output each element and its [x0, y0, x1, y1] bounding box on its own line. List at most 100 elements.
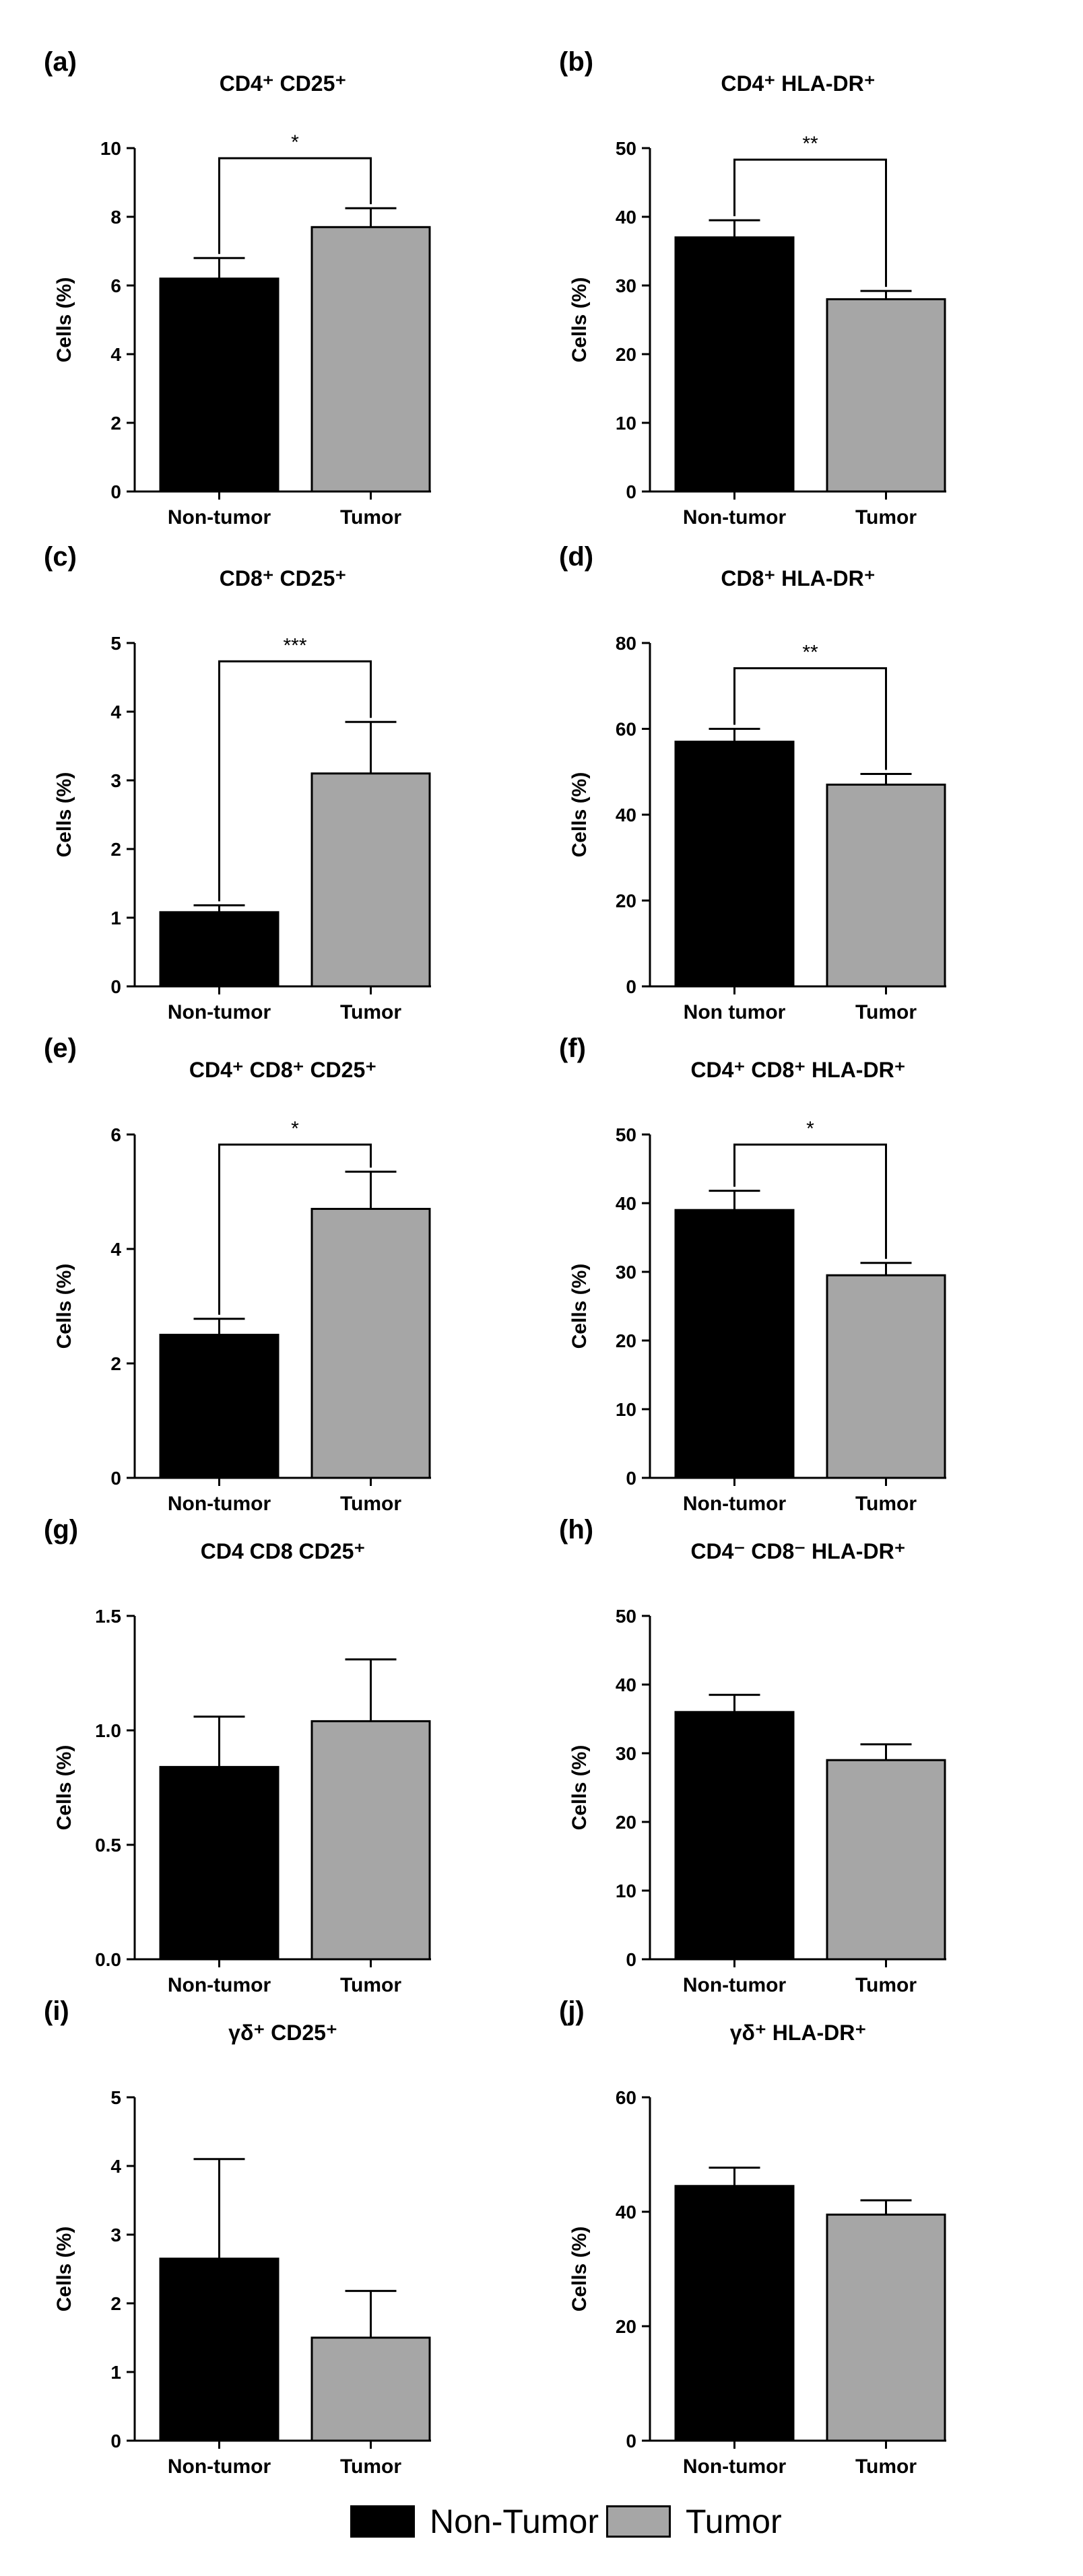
chart-title-h: CD4⁻ CD8⁻ HLA-DR⁺: [690, 1539, 905, 1563]
panel-label-e: (e): [44, 1033, 77, 1063]
x-tick-label-e-0: Non-tumor: [168, 1493, 271, 1515]
chart-panel-i: (i) γδ⁺ CD25⁺ Cells (%) 0 1 2 3 4 5 Non-tumor Tumo…: [44, 1996, 431, 2478]
y-tick-label-h-2: 20: [616, 1812, 636, 1833]
y-tick-label-i-1: 1: [110, 2362, 121, 2383]
x-tick-label-g-0: Non-tumor: [168, 1974, 271, 1996]
significance-bracket-b: [733, 158, 887, 287]
y-tick-label-c-1: 1: [110, 908, 121, 928]
y-tick-label-i-5: 5: [110, 2087, 121, 2108]
bar-d-0: [674, 741, 795, 988]
y-tick-label-f-0: 0: [626, 1468, 636, 1489]
y-tick-label-d-2: 40: [616, 805, 636, 825]
bar-i-1: [310, 2336, 431, 2442]
chart-panel-d: (d) CD8⁺ HLA-DR⁺ Cells (%) 0 20 40 60 80 Non tum…: [559, 542, 946, 1023]
x-tick-label-c-1: Tumor: [340, 1001, 401, 1023]
panel-label-d: (d): [559, 542, 593, 572]
y-tick-label-j-2: 40: [616, 2202, 636, 2223]
significance-label-d: **: [802, 642, 818, 664]
y-axis-label-e: Cells (%): [53, 1264, 75, 1349]
panel-label-f: (f): [559, 1033, 586, 1063]
x-tick-label-e-1: Tumor: [340, 1493, 401, 1515]
chart-panel-f: (f) CD4⁺ CD8⁺ HLA-DR⁺ Cells (%) 0 10 20 30 40 50…: [559, 1033, 946, 1515]
y-tick-label-h-4: 40: [616, 1674, 636, 1695]
x-tick-label-j-1: Tumor: [855, 2455, 917, 2478]
bar-a-1: [310, 226, 431, 493]
legend-swatch-non-tumor: [350, 2505, 415, 2538]
bar-b-0: [674, 236, 795, 493]
y-tick-label-d-4: 80: [616, 633, 636, 654]
y-tick-label-b-5: 50: [616, 138, 636, 159]
y-tick-label-b-0: 0: [626, 481, 636, 502]
chart-title-a: CD4⁺ CD25⁺: [220, 71, 347, 96]
y-tick-label-c-3: 3: [110, 770, 121, 791]
x-tick-label-h-0: Non-tumor: [683, 1974, 787, 1996]
y-tick-label-f-4: 40: [616, 1193, 636, 1214]
y-axis-label-c: Cells (%): [53, 772, 75, 858]
y-tick-label-h-3: 30: [616, 1743, 636, 1764]
significance-bracket-e: [218, 1143, 372, 1315]
y-axis-label-j: Cells (%): [568, 2227, 591, 2312]
y-tick-label-d-1: 20: [616, 891, 636, 912]
panel-label-a: (a): [44, 47, 77, 77]
x-tick-label-b-0: Non-tumor: [683, 506, 787, 529]
chart-title-f: CD4⁺ CD8⁺ HLA-DR⁺: [690, 1058, 905, 1082]
bar-j-0: [674, 2185, 795, 2442]
bar-f-0: [674, 1209, 795, 1479]
panel-label-g: (g): [44, 1515, 78, 1545]
y-tick-label-c-5: 5: [110, 633, 121, 654]
bar-c-0: [159, 911, 280, 988]
bar-g-1: [310, 1720, 431, 1961]
y-tick-label-i-2: 2: [110, 2293, 121, 2314]
y-tick-label-f-2: 20: [616, 1330, 636, 1351]
y-tick-label-b-2: 20: [616, 344, 636, 365]
chart-panel-j: (j) γδ⁺ HLA-DR⁺ Cells (%) 0 20 40 60 Non-tumor T…: [559, 1996, 946, 2478]
chart-panel-h: (h) CD4⁻ CD8⁻ HLA-DR⁺ Cells (%) 0 10 20 30 40 50…: [559, 1515, 946, 1996]
x-tick-label-c-0: Non-tumor: [168, 1001, 271, 1023]
y-tick-label-j-3: 60: [616, 2087, 636, 2108]
bar-g-0: [159, 1765, 280, 1961]
y-axis-label-b: Cells (%): [568, 277, 591, 363]
x-tick-label-i-0: Non-tumor: [168, 2455, 271, 2478]
bar-h-1: [826, 1759, 946, 1961]
x-tick-label-i-1: Tumor: [340, 2455, 401, 2478]
y-tick-label-a-4: 8: [110, 207, 121, 228]
significance-label-f: *: [806, 1118, 814, 1140]
x-tick-label-a-1: Tumor: [340, 506, 401, 529]
y-tick-label-e-3: 6: [110, 1124, 121, 1145]
panel-label-i: (i): [44, 1996, 69, 2026]
x-tick-label-d-1: Tumor: [855, 1001, 917, 1023]
y-tick-label-j-0: 0: [626, 2431, 636, 2451]
y-tick-label-a-0: 0: [110, 481, 121, 502]
bar-a-0: [159, 277, 280, 493]
y-tick-label-f-5: 50: [616, 1124, 636, 1145]
y-tick-label-d-0: 0: [626, 976, 636, 997]
y-tick-label-c-0: 0: [110, 976, 121, 997]
chart-panel-b: (b) CD4⁺ HLA-DR⁺ Cells (%) 0 10 20 30 40 50 Non-t…: [559, 47, 946, 529]
y-axis-label-d: Cells (%): [568, 772, 591, 858]
x-tick-label-g-1: Tumor: [340, 1974, 401, 1996]
chart-panel-g: (g) CD4 CD8 CD25⁺ Cells (%) 0.0 0.5 1.0 1.5 Non…: [44, 1515, 431, 1996]
x-tick-label-a-0: Non-tumor: [168, 506, 271, 529]
bar-c-1: [310, 772, 431, 988]
y-tick-label-i-4: 4: [110, 2156, 121, 2177]
y-tick-label-e-2: 4: [110, 1239, 121, 1260]
y-tick-label-i-0: 0: [110, 2431, 121, 2451]
chart-title-b: CD4⁺ HLA-DR⁺: [721, 71, 875, 96]
x-tick-label-h-1: Tumor: [855, 1974, 917, 1996]
chart-title-d: CD8⁺ HLA-DR⁺: [721, 566, 875, 590]
significance-bracket-f: [733, 1143, 887, 1259]
y-axis-label-h: Cells (%): [568, 1745, 591, 1831]
panel-label-c: (c): [44, 542, 77, 572]
significance-label-c: ***: [283, 634, 306, 656]
y-tick-label-f-1: 10: [616, 1399, 636, 1420]
chart-title-i: γδ⁺ CD25⁺: [228, 2021, 337, 2045]
y-tick-label-i-3: 3: [110, 2225, 121, 2245]
y-axis-label-i: Cells (%): [53, 2227, 75, 2312]
chart-title-e: CD4⁺ CD8⁺ CD25⁺: [189, 1058, 376, 1082]
y-tick-label-g-3: 1.5: [95, 1606, 121, 1627]
x-tick-label-d-0: Non tumor: [684, 1001, 786, 1023]
y-axis-label-a: Cells (%): [53, 277, 75, 363]
y-tick-label-g-2: 1.0: [95, 1720, 121, 1741]
bar-j-1: [826, 2213, 946, 2442]
panel-label-h: (h): [559, 1515, 593, 1545]
